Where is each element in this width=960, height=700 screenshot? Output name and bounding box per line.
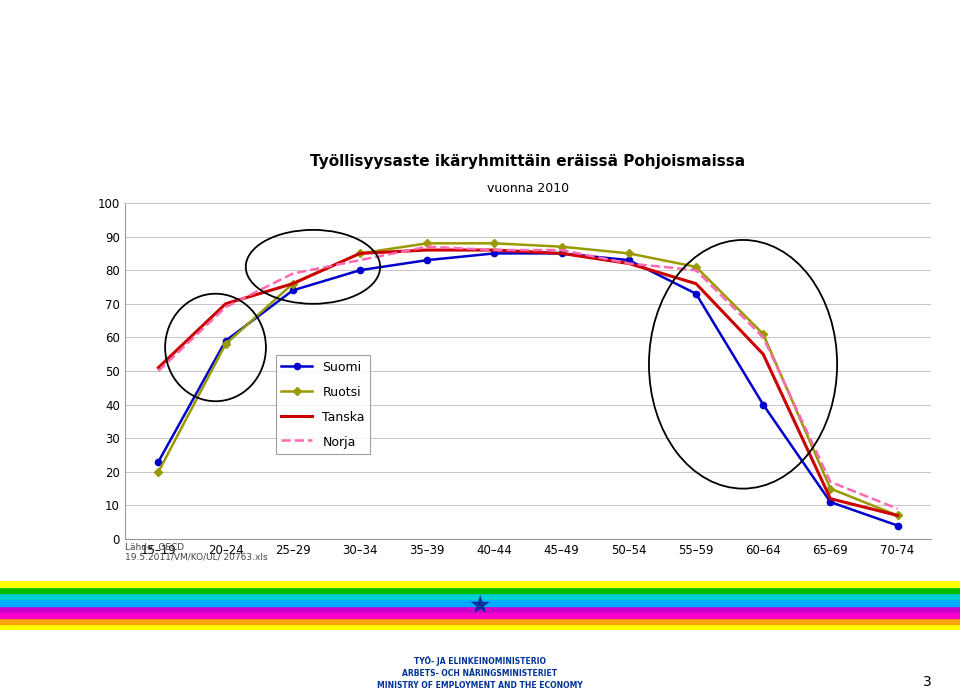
Text: Työllisyysaste ikäryhmittäin eräissä Pohjoismaissa: Työllisyysaste ikäryhmittäin eräissä Poh… <box>310 154 746 169</box>
Line: Norja: Norja <box>158 246 898 509</box>
Norja <box>153 367 164 375</box>
Text: ★: ★ <box>468 594 492 617</box>
Tanska <box>623 259 635 267</box>
Ruotsi <box>354 249 366 258</box>
Text: TYÖ- JA ELINKEINOMINISTERIO: TYÖ- JA ELINKEINOMINISTERIO <box>414 657 546 666</box>
Tanska <box>556 249 567 258</box>
Suomi <box>757 400 769 409</box>
Text: 3: 3 <box>923 676 931 690</box>
Tanska <box>825 494 836 503</box>
Text: Lähde: OECD
19.5.2011/VM/KO/UL/ 20763.xls: Lähde: OECD 19.5.2011/VM/KO/UL/ 20763.xl… <box>125 542 268 562</box>
Text: vuonna 2010: vuonna 2010 <box>487 182 569 195</box>
Line: Ruotsi: Ruotsi <box>156 240 900 519</box>
Text: MINISTRY OF EMPLOYMENT AND THE ECONOMY: MINISTRY OF EMPLOYMENT AND THE ECONOMY <box>377 681 583 690</box>
Ruotsi <box>757 330 769 338</box>
Bar <box>0 581 960 587</box>
Bar <box>0 624 960 630</box>
Suomi <box>892 522 903 530</box>
Text: Työllisyysasteen nostopotentiaali: Suomi: Työllisyysasteen nostopotentiaali: Suomi <box>14 29 755 60</box>
Suomi <box>489 249 500 258</box>
Bar <box>0 612 960 618</box>
Ruotsi <box>892 511 903 519</box>
Suomi <box>220 337 231 345</box>
Bar <box>0 594 960 599</box>
Line: Tanska: Tanska <box>158 250 898 515</box>
Norja <box>556 246 567 254</box>
Ruotsi <box>825 484 836 493</box>
Ruotsi <box>287 279 299 288</box>
Norja <box>757 333 769 342</box>
Norja <box>287 270 299 278</box>
Ruotsi <box>220 340 231 349</box>
Norja <box>825 477 836 486</box>
Tanska <box>421 246 433 254</box>
Norja <box>220 303 231 312</box>
Suomi <box>556 249 567 258</box>
Suomi <box>623 256 635 265</box>
Suomi <box>354 266 366 274</box>
Norja <box>623 259 635 267</box>
Suomi <box>825 498 836 506</box>
Ruotsi <box>623 249 635 258</box>
Ruotsi <box>690 262 702 271</box>
Norja <box>354 256 366 265</box>
Bar <box>0 599 960 605</box>
Text: ARBETS- OCH NÄRINGSMINISTERIET: ARBETS- OCH NÄRINGSMINISTERIET <box>402 669 558 678</box>
Norja <box>892 505 903 513</box>
Bar <box>0 587 960 593</box>
Suomi <box>153 458 164 466</box>
Tanska <box>220 300 231 308</box>
Tanska <box>153 363 164 372</box>
Norja <box>489 246 500 254</box>
Tanska <box>690 279 702 288</box>
Ruotsi <box>153 468 164 476</box>
Suomi <box>287 286 299 295</box>
Suomi <box>421 256 433 265</box>
Norja <box>690 266 702 274</box>
Tanska <box>354 249 366 258</box>
Ruotsi <box>556 242 567 251</box>
Ruotsi <box>489 239 500 248</box>
Tanska <box>287 279 299 288</box>
Tanska <box>892 511 903 519</box>
Bar <box>0 618 960 624</box>
Suomi <box>690 290 702 298</box>
Text: vs. Pohjoismaat: vs. Pohjoismaat <box>14 90 300 121</box>
Tanska <box>757 350 769 358</box>
Ruotsi <box>421 239 433 248</box>
Line: Suomi: Suomi <box>156 251 900 528</box>
Legend: Suomi, Ruotsi, Tanska, Norja: Suomi, Ruotsi, Tanska, Norja <box>276 356 370 454</box>
Norja <box>421 242 433 251</box>
Bar <box>0 606 960 612</box>
Tanska <box>489 246 500 254</box>
